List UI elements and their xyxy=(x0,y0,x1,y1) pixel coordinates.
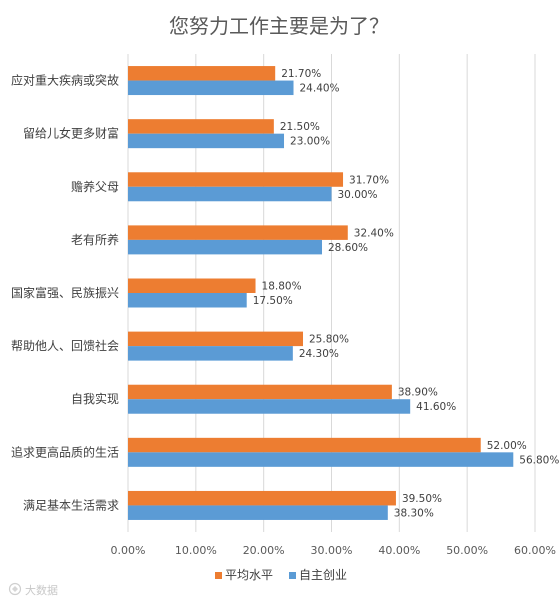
bar-average xyxy=(128,119,274,134)
bar-entrepreneur xyxy=(128,399,411,414)
category-labels: 应对重大疾病或突故留给儿女更多财富赡养父母老有所养国家富强、民族振兴帮助他人、回… xyxy=(11,73,119,513)
bar-average xyxy=(128,225,348,240)
legend-label: 平均水平 xyxy=(225,568,273,582)
x-tick-label: 0.00% xyxy=(111,544,146,557)
watermark-text: 大数据 xyxy=(25,583,58,597)
category-label: 追求更高品质的生活 xyxy=(11,444,119,459)
data-label: 30.00% xyxy=(338,189,378,201)
data-label: 21.50% xyxy=(280,121,320,133)
x-tick-label: 30.00% xyxy=(311,544,353,557)
bar-average xyxy=(128,331,304,347)
bar-entrepreneur xyxy=(128,239,323,255)
bar-entrepreneur xyxy=(128,293,247,308)
watermark-logo-icon xyxy=(8,582,22,596)
bar-entrepreneur xyxy=(128,346,293,361)
legend: 平均水平 自主创业 xyxy=(215,568,347,582)
category-label: 应对重大疾病或突故 xyxy=(11,73,119,88)
bar-entrepreneur xyxy=(128,186,332,202)
x-tick-label: 40.00% xyxy=(378,544,420,557)
bar-average xyxy=(128,172,344,187)
data-label: 23.00% xyxy=(290,136,330,148)
category-label: 赡养父母 xyxy=(71,179,119,194)
bar-entrepreneur xyxy=(128,80,294,96)
bar-average xyxy=(128,490,396,506)
data-label: 18.80% xyxy=(262,281,302,293)
data-label: 41.60% xyxy=(416,401,456,413)
x-tick-label: 50.00% xyxy=(446,544,488,557)
legend-swatch xyxy=(215,572,222,579)
x-axis-ticks: 0.00% 10.00% 20.00% 30.00% 40.00% 50.00% 60.00… xyxy=(111,544,556,557)
bar-entrepreneur xyxy=(128,505,388,520)
data-label: 21.70% xyxy=(281,68,321,80)
bar-average xyxy=(128,384,392,400)
bar-average xyxy=(128,66,276,81)
category-label: 满足基本生活需求 xyxy=(23,498,119,512)
category-label: 帮助他人、回馈社会 xyxy=(11,338,119,353)
data-label: 38.30% xyxy=(394,507,434,519)
chart-title: 您努力工作主要是为了？ xyxy=(169,14,389,38)
x-tick-label: 60.00% xyxy=(514,544,556,557)
data-label: 17.50% xyxy=(253,295,293,307)
category-label: 自我实现 xyxy=(71,391,119,406)
category-label: 国家富强、民族振兴 xyxy=(11,285,119,300)
bars xyxy=(128,66,514,520)
watermark: 大数据 xyxy=(8,582,58,597)
data-label: 52.00% xyxy=(487,440,527,452)
x-tick-label: 20.00% xyxy=(243,544,285,557)
data-label: 32.40% xyxy=(354,227,394,239)
legend-label: 自主创业 xyxy=(299,568,347,582)
data-label: 56.80% xyxy=(519,454,559,466)
bar-average xyxy=(128,437,481,453)
bar-average xyxy=(128,278,256,293)
data-label: 38.90% xyxy=(398,387,438,399)
data-labels: 21.70% 24.40% 21.50% 23.00% 31.70% 30.00% 32.4… xyxy=(253,68,559,519)
category-label: 留给儿女更多财富 xyxy=(23,126,119,141)
bar-entrepreneur xyxy=(128,452,514,467)
x-tick-label: 10.00% xyxy=(175,544,217,557)
bar-entrepreneur xyxy=(128,133,285,149)
legend-swatch xyxy=(289,572,296,579)
data-label: 25.80% xyxy=(309,334,349,346)
data-label: 39.50% xyxy=(402,493,442,505)
data-label: 31.70% xyxy=(349,174,389,186)
data-label: 24.40% xyxy=(300,83,340,95)
category-label: 老有所养 xyxy=(71,232,119,247)
data-label: 28.60% xyxy=(328,242,368,254)
data-label: 24.30% xyxy=(299,348,339,360)
